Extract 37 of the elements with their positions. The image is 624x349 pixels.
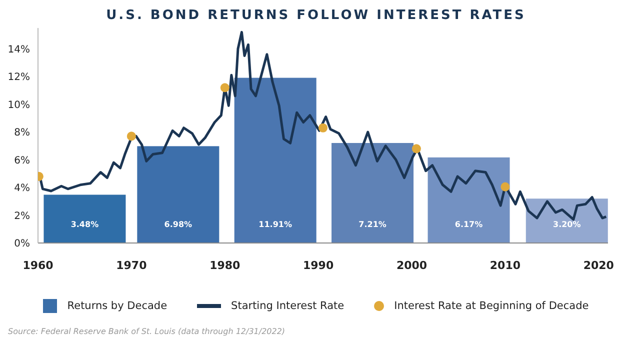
data-label: 6.98% [164, 220, 192, 229]
bar [137, 146, 220, 243]
point [412, 144, 421, 154]
x-tick-label: 1970 [116, 258, 148, 272]
source-note: Source: Federal Reserve Bank of St. Louis (data through 12/31/2022) [8, 327, 286, 336]
line-series [38, 30, 608, 221]
point [126, 132, 136, 141]
y-tick-label: 6% [14, 155, 30, 166]
y-tick-label: 4% [14, 183, 30, 194]
y-tick-label: 10% [8, 100, 30, 111]
data-label: 3.48% [70, 220, 99, 229]
y-tick-label: 8% [14, 128, 30, 139]
x-tick-label: 1960 [22, 258, 54, 272]
bar [234, 78, 316, 243]
x-tick-label: 2000 [396, 258, 428, 272]
bar [428, 157, 510, 243]
legend-label: Starting Interest Rate [231, 300, 344, 312]
data-label: 11.91% [258, 220, 292, 229]
data-label: 3.20% [553, 220, 581, 229]
chart-title: U.S. BOND RETURNS FOLLOW INTEREST RATES [105, 8, 527, 24]
point [500, 182, 510, 192]
legend-label: Returns by Decade [67, 300, 168, 312]
x-tick-label: 1990 [303, 258, 334, 272]
y-tick-label: 12% [8, 72, 30, 84]
bar [332, 142, 414, 243]
data-label: 6.17% [454, 220, 483, 229]
legend-label: Interest Rate at Beginning of Decade [394, 300, 589, 312]
x-tick-label: 2010 [490, 258, 521, 272]
y-tick-label: 0% [14, 238, 30, 250]
data-label: 7.21% [358, 220, 386, 229]
y-tick-label: 14% [8, 44, 30, 56]
x-tick-label: 2020 [583, 258, 614, 272]
y-tick-label: 2% [14, 210, 30, 222]
x-tick-label: 1980 [210, 258, 241, 272]
point [318, 123, 328, 132]
point [220, 83, 230, 92]
bar [44, 194, 126, 243]
